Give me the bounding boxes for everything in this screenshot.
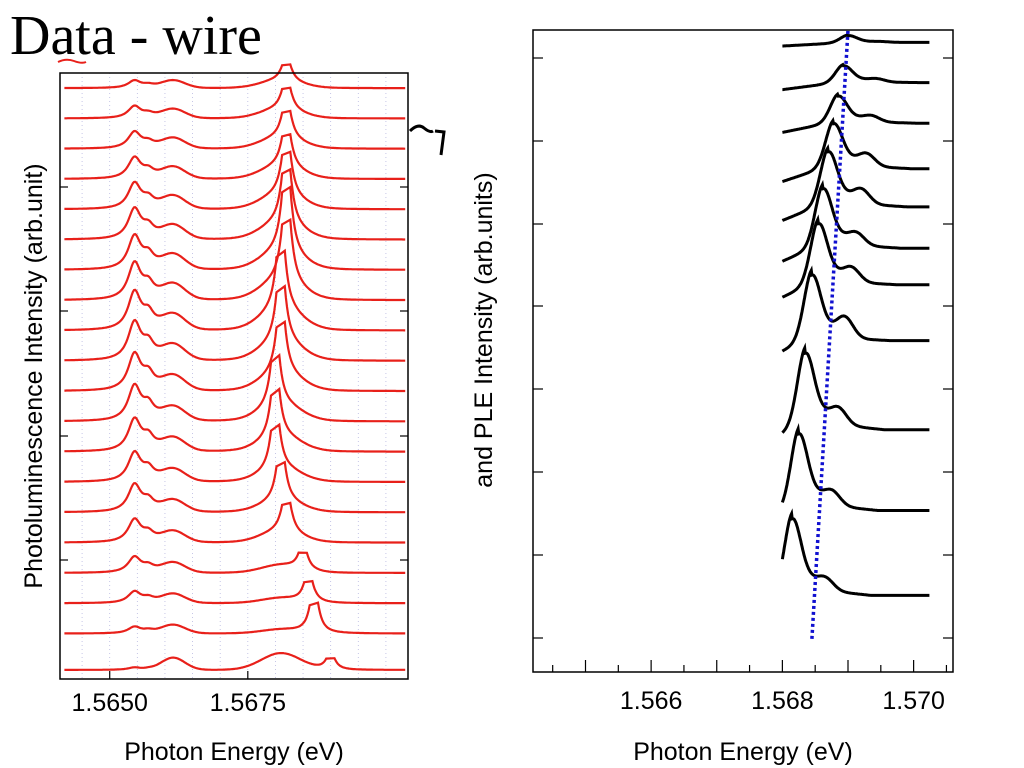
pl-x-tick-labels: 1.5650 1.5675 <box>71 689 286 717</box>
ple-series-line <box>781 116 930 184</box>
pl-grid <box>81 73 387 679</box>
pl-series-line <box>64 422 406 483</box>
ple-series-line <box>781 179 930 263</box>
pl-series-line <box>64 150 406 211</box>
ple-series-group <box>780 33 930 597</box>
ple-y-axis-label: and PLE Intensity (arb.units) <box>470 172 498 487</box>
pl-series-line <box>64 63 406 90</box>
pl-series-line <box>64 109 406 150</box>
ple-series-line <box>781 265 930 353</box>
peak-trend-dotted-line <box>810 29 850 639</box>
pl-plot-frame <box>59 72 409 680</box>
slide-title: Data - wire <box>10 5 262 67</box>
pl-x-tick-label: 1.5675 <box>210 689 286 717</box>
ple-series-line <box>781 342 930 434</box>
ple-x-tick-label: 1.566 <box>620 687 683 715</box>
pl-axis-ticks <box>60 186 408 679</box>
overflow-fragment-mark <box>408 124 446 156</box>
ple-series-line <box>782 91 930 134</box>
pl-x-tick-label: 1.5650 <box>71 689 147 717</box>
pl-series-line <box>64 460 406 514</box>
ple-series-line <box>780 508 930 597</box>
pl-series-line <box>64 217 406 302</box>
ple-x-tick-label: 1.568 <box>751 687 814 715</box>
pl-series-line <box>64 551 406 574</box>
ple-series-line <box>782 62 930 92</box>
ple-x-tick-labels: 1.566 1.568 1.570 <box>620 687 945 715</box>
ple-series-line <box>781 143 930 222</box>
pl-series-line <box>64 132 406 180</box>
ple-spectra-chart: 1.566 1.568 1.570 Photon Energy (eV) and P… <box>470 29 954 766</box>
pl-series-line <box>64 579 406 605</box>
pl-y-axis-label: Photoluminescence Intensity (arb.unit) <box>20 163 48 588</box>
ple-plot-frame <box>532 29 954 673</box>
pl-series-line <box>64 652 406 671</box>
pl-series-line <box>64 601 406 635</box>
pl-series-line <box>64 501 406 544</box>
ple-series-line <box>782 33 930 48</box>
pl-series-line <box>64 248 406 332</box>
ple-series-line <box>781 214 930 299</box>
ple-x-tick-label: 1.570 <box>882 687 945 715</box>
pl-series-line <box>64 167 406 241</box>
pl-spectra-chart: 1.5650 1.5675 Photon Energy (eV) Photolum… <box>20 63 409 766</box>
ple-axis-ticks <box>533 57 953 672</box>
pl-series-line <box>64 353 406 423</box>
pl-series-line <box>64 284 406 362</box>
pl-series-line <box>64 185 406 271</box>
pl-series-group <box>64 63 406 671</box>
ple-x-axis-label: Photon Energy (eV) <box>633 738 853 766</box>
ple-series-line <box>780 422 930 512</box>
pl-x-axis-label: Photon Energy (eV) <box>124 738 344 766</box>
pl-series-line <box>64 86 406 120</box>
pl-series-line <box>64 319 406 393</box>
title-accent-mark <box>57 58 87 64</box>
pl-series-line <box>64 386 406 453</box>
